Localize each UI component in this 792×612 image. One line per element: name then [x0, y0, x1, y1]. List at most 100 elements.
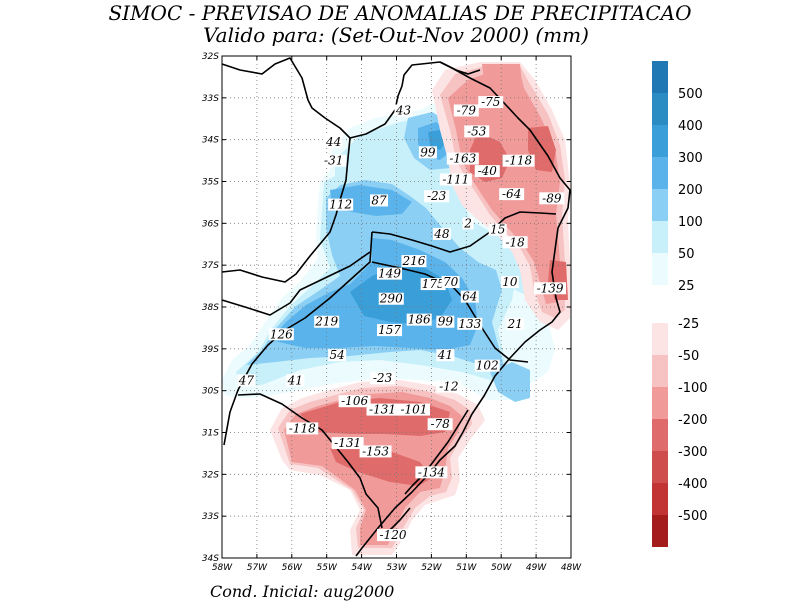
colorbar-label-negative: -400 [678, 477, 708, 492]
anomaly-value-label: -106 [341, 394, 368, 408]
lagoa-dos-patos [404, 409, 469, 495]
colorbar-swatch-negative [652, 515, 668, 547]
anomaly-value-label: 21 [507, 317, 523, 331]
anomaly-region [330, 446, 432, 486]
anomaly-value-label: 41 [437, 348, 453, 362]
colorbar-label-positive: 50 [678, 247, 695, 262]
anomaly-value-label: -12 [439, 380, 458, 394]
anomaly-value-label: -23 [427, 189, 447, 203]
anomaly-value-label: -64 [502, 187, 521, 201]
value-label-bg [457, 317, 483, 330]
anomaly-value-label: 102 [476, 359, 499, 373]
anomaly-value-label: -23 [373, 371, 393, 385]
anomaly-value-label: 43 [395, 103, 412, 117]
lat-tick-label: 38S [202, 303, 219, 313]
value-label-bg [338, 395, 371, 408]
value-label-bg [366, 403, 399, 416]
anomaly-value-label: -139 [537, 281, 564, 295]
colorbar-swatch-negative [652, 355, 668, 387]
initial-condition-label: Cond. Inicial: aug2000 [210, 582, 394, 601]
value-label-bg [427, 418, 453, 431]
anomaly-value-label: 87 [371, 193, 387, 207]
anomaly-value-label: 48 [433, 227, 450, 241]
value-label-bg [500, 275, 519, 288]
anomaly-value-label: 112 [329, 198, 352, 212]
anomaly-value-label: -75 [481, 95, 500, 109]
anomaly-value-label: 219 [314, 315, 338, 329]
value-label-bg [424, 190, 450, 203]
value-label-bg [328, 349, 347, 362]
value-label-bg [502, 154, 535, 167]
value-label-bg [314, 315, 340, 328]
anomaly-value-label: -118 [289, 421, 316, 435]
lon-tick-label: 55W [317, 563, 338, 573]
border-paraguay-brazil [221, 251, 371, 316]
lat-tick-label: 35S [202, 178, 219, 188]
value-label-bg [324, 135, 343, 148]
anomaly-value-label: 149 [378, 267, 401, 281]
value-label-bg [415, 466, 448, 479]
colorbar-swatch-positive [652, 61, 668, 93]
anomaly-value-label: 216 [401, 254, 425, 268]
value-label-bg [499, 188, 525, 201]
axis-tick-labels: 32S33S34S35S36S37S38S39S30S31S32S33S34S5… [202, 52, 582, 573]
value-label-bg [406, 313, 432, 326]
anomaly-value-labels: 43 -79 -75 -53 44 99 -31 -163 -118 -40 -111 -23 -64 -… [237, 95, 567, 542]
anomaly-value-label: -79 [457, 103, 477, 117]
anomaly-value-label: -111 [442, 173, 469, 187]
anomaly-value-label: 186 [408, 313, 431, 327]
colorbar-label-negative: -100 [678, 381, 708, 396]
anomaly-region [482, 64, 522, 88]
colorbar-swatch-positive [652, 253, 668, 285]
anomaly-value-label: 99 [420, 145, 436, 159]
lat-tick-label: 34S [202, 554, 219, 564]
lat-tick-label: 33S [202, 94, 219, 104]
anomaly-value-label: -131 [334, 436, 361, 450]
anomaly-value-label: 10 [502, 275, 518, 289]
value-label-bg [286, 422, 319, 435]
anomaly-value-label: 70 [443, 275, 459, 289]
anomaly-value-label: 2 [463, 216, 472, 230]
lon-tick-label: 50W [491, 563, 512, 573]
border-parana-river [349, 61, 441, 139]
value-label-bg [420, 278, 446, 291]
value-label-bg [436, 315, 455, 328]
anomaly-value-label: -131 [369, 403, 396, 417]
lon-tick-label: 51W [456, 563, 477, 573]
border-parana-sc [371, 211, 557, 253]
anomaly-value-label: -118 [505, 154, 532, 168]
value-label-bg [370, 194, 389, 207]
colorbar-label-negative: -25 [678, 317, 699, 332]
map-plot-area: 32S33S34S35S36S37S38S39S30S31S32S33S34S5… [202, 52, 582, 573]
lat-tick-label: 34S [202, 136, 219, 146]
colorbar-label-positive: 500 [678, 87, 703, 102]
value-label-bg [534, 282, 567, 295]
anomaly-value-label: -78 [430, 417, 450, 431]
colorbar-label-positive: 25 [678, 279, 695, 294]
anomaly-value-label: 290 [379, 292, 403, 306]
value-label-bg [397, 403, 430, 416]
value-label-bg [460, 290, 479, 303]
lon-tick-label: 48W [561, 563, 582, 573]
anomaly-value-label: 126 [270, 327, 293, 341]
map-subtitle: Valido para: (Set-Out-Nov 2000) (mm) [203, 23, 589, 47]
colorbar-swatch-positive [652, 125, 668, 157]
anomaly-value-label: -53 [467, 124, 487, 138]
anomaly-value-label: -31 [324, 154, 343, 168]
anomaly-value-label: 133 [458, 317, 481, 331]
lon-tick-label: 52W [421, 563, 442, 573]
value-label-bg [464, 125, 490, 138]
value-label-bg [394, 104, 413, 117]
colorbar-label-negative: -300 [678, 445, 708, 460]
lat-tick-label: 36S [202, 219, 219, 229]
anomaly-value-label: -120 [380, 528, 407, 542]
colorbar-swatch-negative [652, 419, 668, 451]
value-label-bg [436, 380, 462, 393]
colorbar-swatch-positive [652, 93, 668, 125]
border-argentina-brazil-north [221, 57, 351, 283]
value-label-bg [286, 374, 305, 387]
anomaly-value-label: -153 [362, 444, 389, 458]
value-label-bg [378, 292, 404, 305]
colorbar-swatch-positive [652, 221, 668, 253]
colorbar-label-positive: 400 [678, 119, 703, 134]
